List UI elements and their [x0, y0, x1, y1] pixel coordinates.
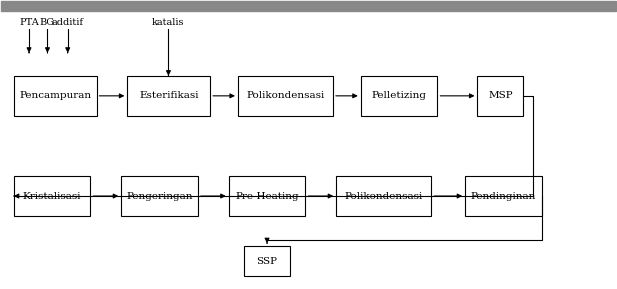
- Bar: [121, 176, 198, 216]
- Bar: [1, 1, 616, 11]
- Bar: [244, 246, 290, 276]
- Bar: [14, 176, 91, 216]
- Bar: [229, 176, 305, 216]
- Text: Pelletizing: Pelletizing: [371, 91, 426, 100]
- Text: Pencampuran: Pencampuran: [19, 91, 91, 100]
- Bar: [127, 76, 210, 116]
- Text: Esterifikasi: Esterifikasi: [139, 91, 199, 100]
- Text: Polikondensasi: Polikondensasi: [246, 91, 325, 100]
- Text: SSP: SSP: [257, 257, 278, 266]
- Text: BG: BG: [40, 18, 55, 27]
- Bar: [238, 76, 333, 116]
- Text: Polikondensasi: Polikondensasi: [345, 192, 423, 201]
- Bar: [478, 76, 523, 116]
- Text: Pengeringan: Pengeringan: [126, 192, 193, 201]
- Text: katalis: katalis: [152, 18, 184, 27]
- Bar: [361, 76, 437, 116]
- Text: Kristalisasi: Kristalisasi: [23, 192, 81, 201]
- Bar: [465, 176, 542, 216]
- Bar: [14, 76, 97, 116]
- Text: Pendinginan: Pendinginan: [471, 192, 536, 201]
- Text: PTA: PTA: [19, 18, 39, 27]
- Text: Pre-Heating: Pre-Heating: [235, 192, 299, 201]
- Bar: [336, 176, 431, 216]
- Text: additif: additif: [52, 18, 84, 27]
- Text: MSP: MSP: [488, 91, 513, 100]
